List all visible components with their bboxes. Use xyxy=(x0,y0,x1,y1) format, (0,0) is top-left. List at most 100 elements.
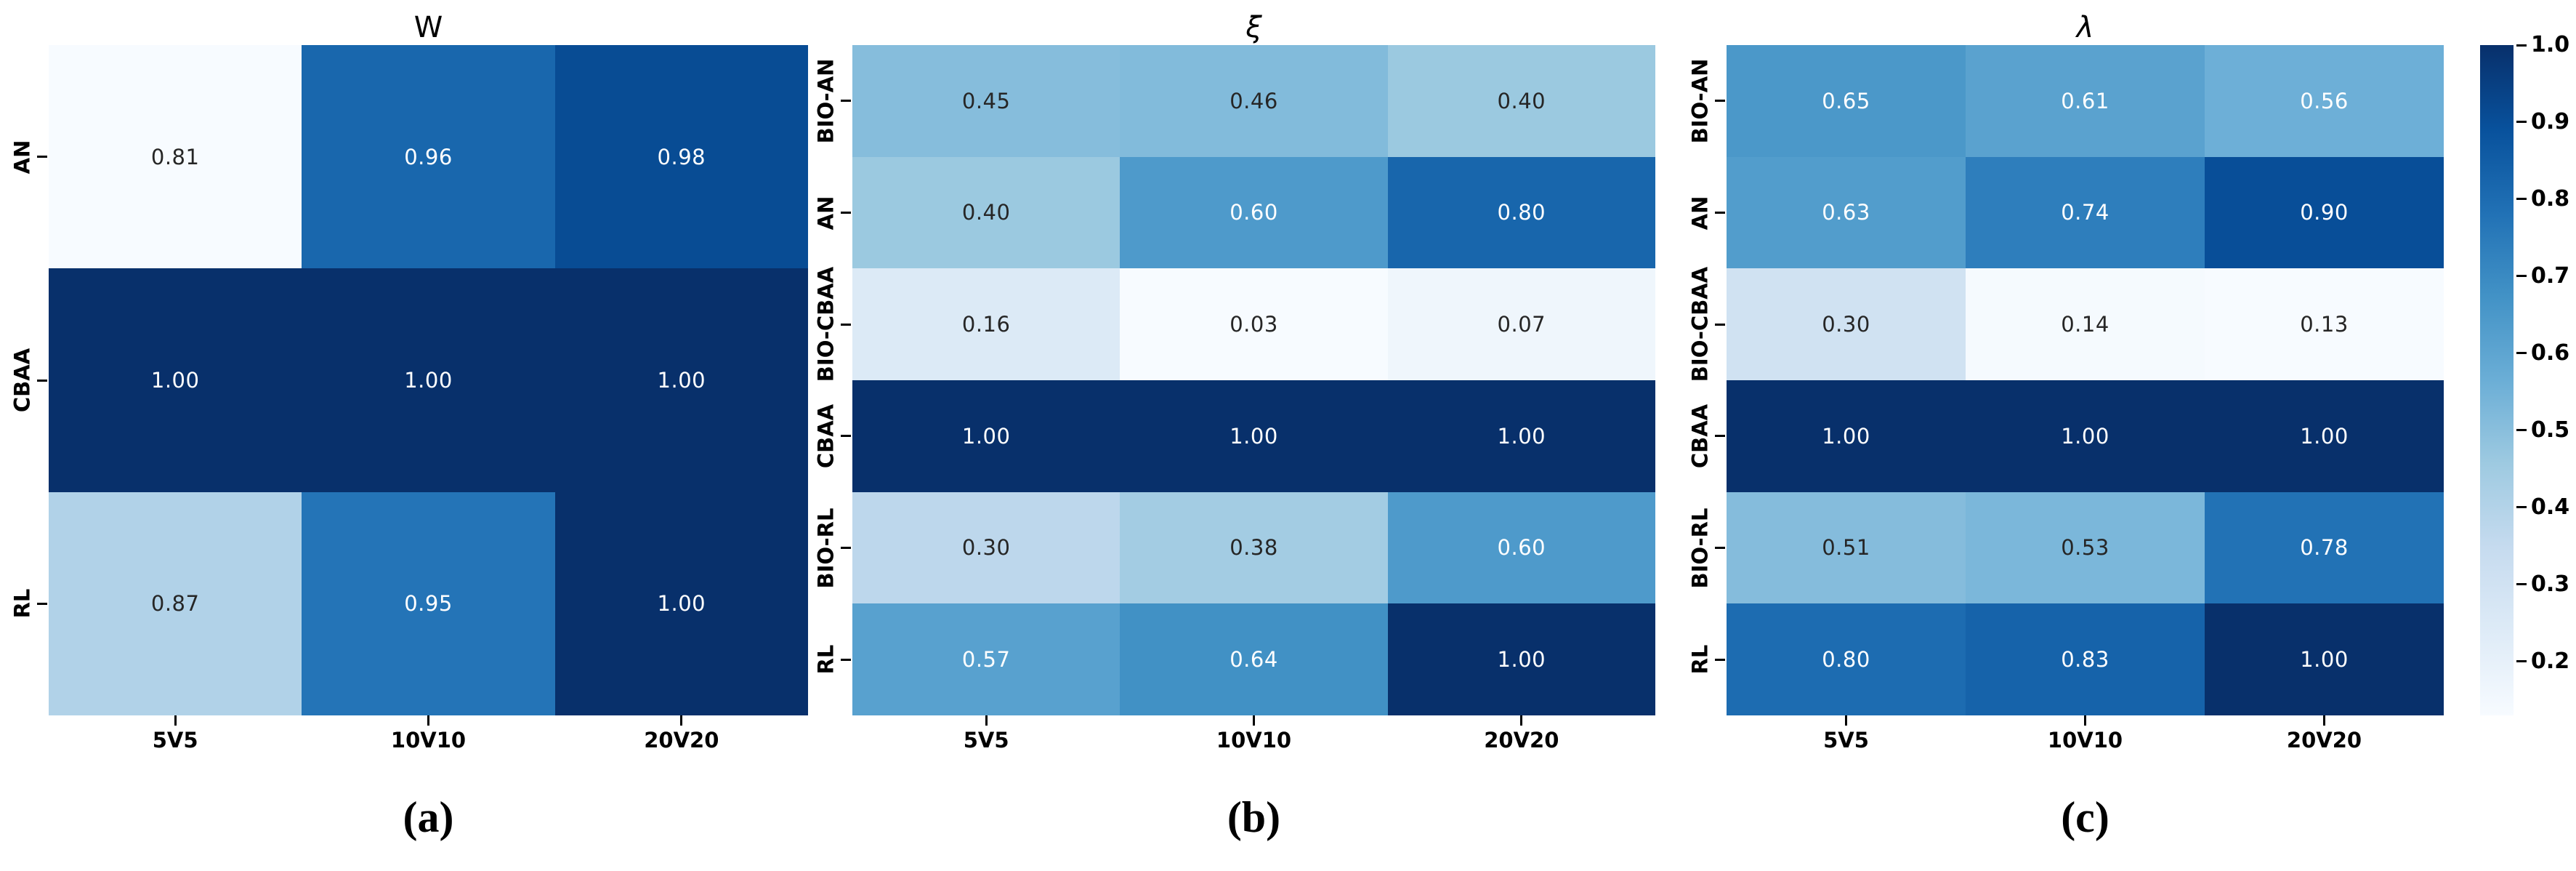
heatmap-grid-b: 0.45 0.46 0.40 0.40 0.60 0.80 0.16 0.03 0.07 1.00… xyxy=(852,45,1655,715)
heatmap-cell-b-BIO-CBAA-10V10: 0.03 xyxy=(1120,268,1388,380)
colorbar-tick-mark xyxy=(2516,121,2527,124)
heatmap-cell-c-BIO-RL-10V10: 0.53 xyxy=(1966,491,2205,604)
colorbar-gradient xyxy=(2480,45,2514,715)
heatmap-cell-c-BIO-CBAA-10V10: 0.14 xyxy=(1966,268,2205,380)
x-tick-mark xyxy=(1253,715,1255,726)
panel-a-title: W xyxy=(413,11,443,44)
x-tick-label-b: 10V10 xyxy=(1216,728,1292,752)
panel-c-caption: (c) xyxy=(2061,793,2109,841)
colorbar-tick-mark xyxy=(2516,583,2527,586)
heatmap-cell-b-RL-10V10: 0.64 xyxy=(1120,603,1388,715)
y-tick-mark xyxy=(1715,100,1725,103)
x-tick-mark xyxy=(680,715,683,726)
colorbar-tick-mark xyxy=(2516,660,2527,663)
heatmap-cell-a-AN-20V20: 0.98 xyxy=(554,45,808,269)
colorbar-tick-label: 0.9 xyxy=(2531,108,2570,135)
y-tick-mark xyxy=(841,100,851,103)
heatmap-cell-b-BIO-AN-10V10: 0.46 xyxy=(1120,45,1388,157)
colorbar-tick-mark xyxy=(2516,198,2527,201)
panel-c-title: λ xyxy=(2076,11,2094,44)
colorbar-tick-label: 0.8 xyxy=(2531,185,2570,212)
x-tick-label-b: 20V20 xyxy=(1484,728,1559,752)
heatmap-cell-b-CBAA-5V5: 1.00 xyxy=(852,380,1121,492)
heatmap-cell-c-BIO-RL-5V5: 0.51 xyxy=(1727,491,1966,604)
y-tick-label-c: AN xyxy=(1687,196,1713,230)
heatmap-grid-a: 0.81 0.96 0.98 1.00 1.00 1.00 0.87 0.95 1.00 xyxy=(49,45,808,715)
heatmap-cell-c-BIO-AN-10V10: 0.61 xyxy=(1966,45,2205,157)
heatmap-cell-a-CBAA-5V5: 1.00 xyxy=(49,268,302,492)
panel-a-caption: (a) xyxy=(403,793,454,841)
x-tick-label-b: 5V5 xyxy=(963,728,1009,752)
y-tick-mark xyxy=(37,602,47,605)
x-tick-mark xyxy=(2323,715,2325,726)
x-tick-mark xyxy=(2084,715,2086,726)
colorbar-tick-label: 0.6 xyxy=(2531,340,2570,366)
heatmap-cell-c-BIO-RL-20V20: 0.78 xyxy=(2205,491,2444,604)
heatmap-cell-c-RL-20V20: 1.00 xyxy=(2205,603,2444,715)
heatmap-cell-a-AN-10V10: 0.96 xyxy=(302,45,555,269)
colorbar-tick-mark xyxy=(2516,506,2527,509)
heatmap-cell-b-CBAA-20V20: 1.00 xyxy=(1387,380,1655,492)
heatmap-cell-b-BIO-RL-5V5: 0.30 xyxy=(852,491,1121,604)
y-tick-label-c: BIO-CBAA xyxy=(1687,266,1713,382)
colorbar-tick-label: 0.7 xyxy=(2531,262,2570,289)
y-tick-mark xyxy=(1715,658,1725,661)
heatmap-cell-c-RL-10V10: 0.83 xyxy=(1966,603,2205,715)
y-tick-mark xyxy=(37,379,47,382)
x-tick-label-a: 10V10 xyxy=(390,728,467,752)
heatmap-cell-a-CBAA-10V10: 1.00 xyxy=(302,268,555,492)
heatmap-cell-b-AN-10V10: 0.60 xyxy=(1120,156,1388,269)
colorbar-tick-label: 0.3 xyxy=(2531,571,2570,597)
x-tick-label-c: 5V5 xyxy=(1823,728,1869,752)
heatmap-cell-c-AN-5V5: 0.63 xyxy=(1727,156,1966,269)
y-tick-mark xyxy=(841,212,851,214)
heatmap-cell-b-BIO-RL-10V10: 0.38 xyxy=(1120,491,1388,604)
x-tick-label-c: 20V20 xyxy=(2286,728,2362,752)
colorbar-tick-mark xyxy=(2516,44,2527,47)
heatmap-cell-b-BIO-RL-20V20: 0.60 xyxy=(1387,491,1655,604)
panel-b-caption: (b) xyxy=(1227,793,1281,841)
heatmap-cell-c-BIO-CBAA-20V20: 0.13 xyxy=(2205,268,2444,380)
heatmap-cell-b-AN-20V20: 0.80 xyxy=(1387,156,1655,269)
heatmap-cell-b-BIO-AN-20V20: 0.40 xyxy=(1387,45,1655,157)
x-tick-mark xyxy=(1520,715,1523,726)
y-tick-mark xyxy=(841,547,851,549)
colorbar-tick-label: 0.2 xyxy=(2531,648,2570,674)
heatmap-cell-a-RL-20V20: 1.00 xyxy=(554,491,808,715)
colorbar-tick-mark xyxy=(2516,429,2527,432)
y-tick-mark xyxy=(841,323,851,326)
heatmap-cell-c-BIO-AN-20V20: 0.56 xyxy=(2205,45,2444,157)
heatmap-cell-c-AN-10V10: 0.74 xyxy=(1966,156,2205,269)
heatmap-cell-a-AN-5V5: 0.81 xyxy=(49,45,302,269)
heatmap-cell-b-BIO-CBAA-5V5: 0.16 xyxy=(852,268,1121,380)
colorbar-tick-mark xyxy=(2516,352,2527,355)
heatmap-cell-b-BIO-AN-5V5: 0.45 xyxy=(852,45,1121,157)
colorbar-tick-mark xyxy=(2516,275,2527,278)
heatmap-cell-c-CBAA-20V20: 1.00 xyxy=(2205,380,2444,492)
y-tick-label-c: CBAA xyxy=(1687,404,1713,468)
heatmap-cell-b-RL-20V20: 1.00 xyxy=(1387,603,1655,715)
y-tick-mark xyxy=(1715,435,1725,438)
heatmap-cell-a-CBAA-20V20: 1.00 xyxy=(554,268,808,492)
x-tick-mark xyxy=(174,715,177,726)
heatmap-cell-c-CBAA-10V10: 1.00 xyxy=(1966,380,2205,492)
y-tick-label-c: BIO-AN xyxy=(1687,58,1713,144)
x-tick-label-c: 10V10 xyxy=(2047,728,2123,752)
x-tick-mark xyxy=(985,715,988,726)
x-tick-label-a: 20V20 xyxy=(644,728,719,752)
y-tick-mark xyxy=(841,658,851,661)
heatmap-cell-b-RL-5V5: 0.57 xyxy=(852,603,1121,715)
heatmap-cell-b-AN-5V5: 0.40 xyxy=(852,156,1121,269)
y-tick-mark xyxy=(1715,212,1725,214)
y-tick-mark xyxy=(841,435,851,438)
heatmap-cell-a-RL-10V10: 0.95 xyxy=(302,491,555,715)
panel-b-title: ξ xyxy=(1245,11,1262,44)
y-tick-label-c: BIO-RL xyxy=(1687,507,1713,588)
y-tick-mark xyxy=(1715,323,1725,326)
heatmap-cell-a-RL-5V5: 0.87 xyxy=(49,491,302,715)
y-tick-mark xyxy=(37,156,47,158)
x-tick-mark xyxy=(427,715,429,726)
